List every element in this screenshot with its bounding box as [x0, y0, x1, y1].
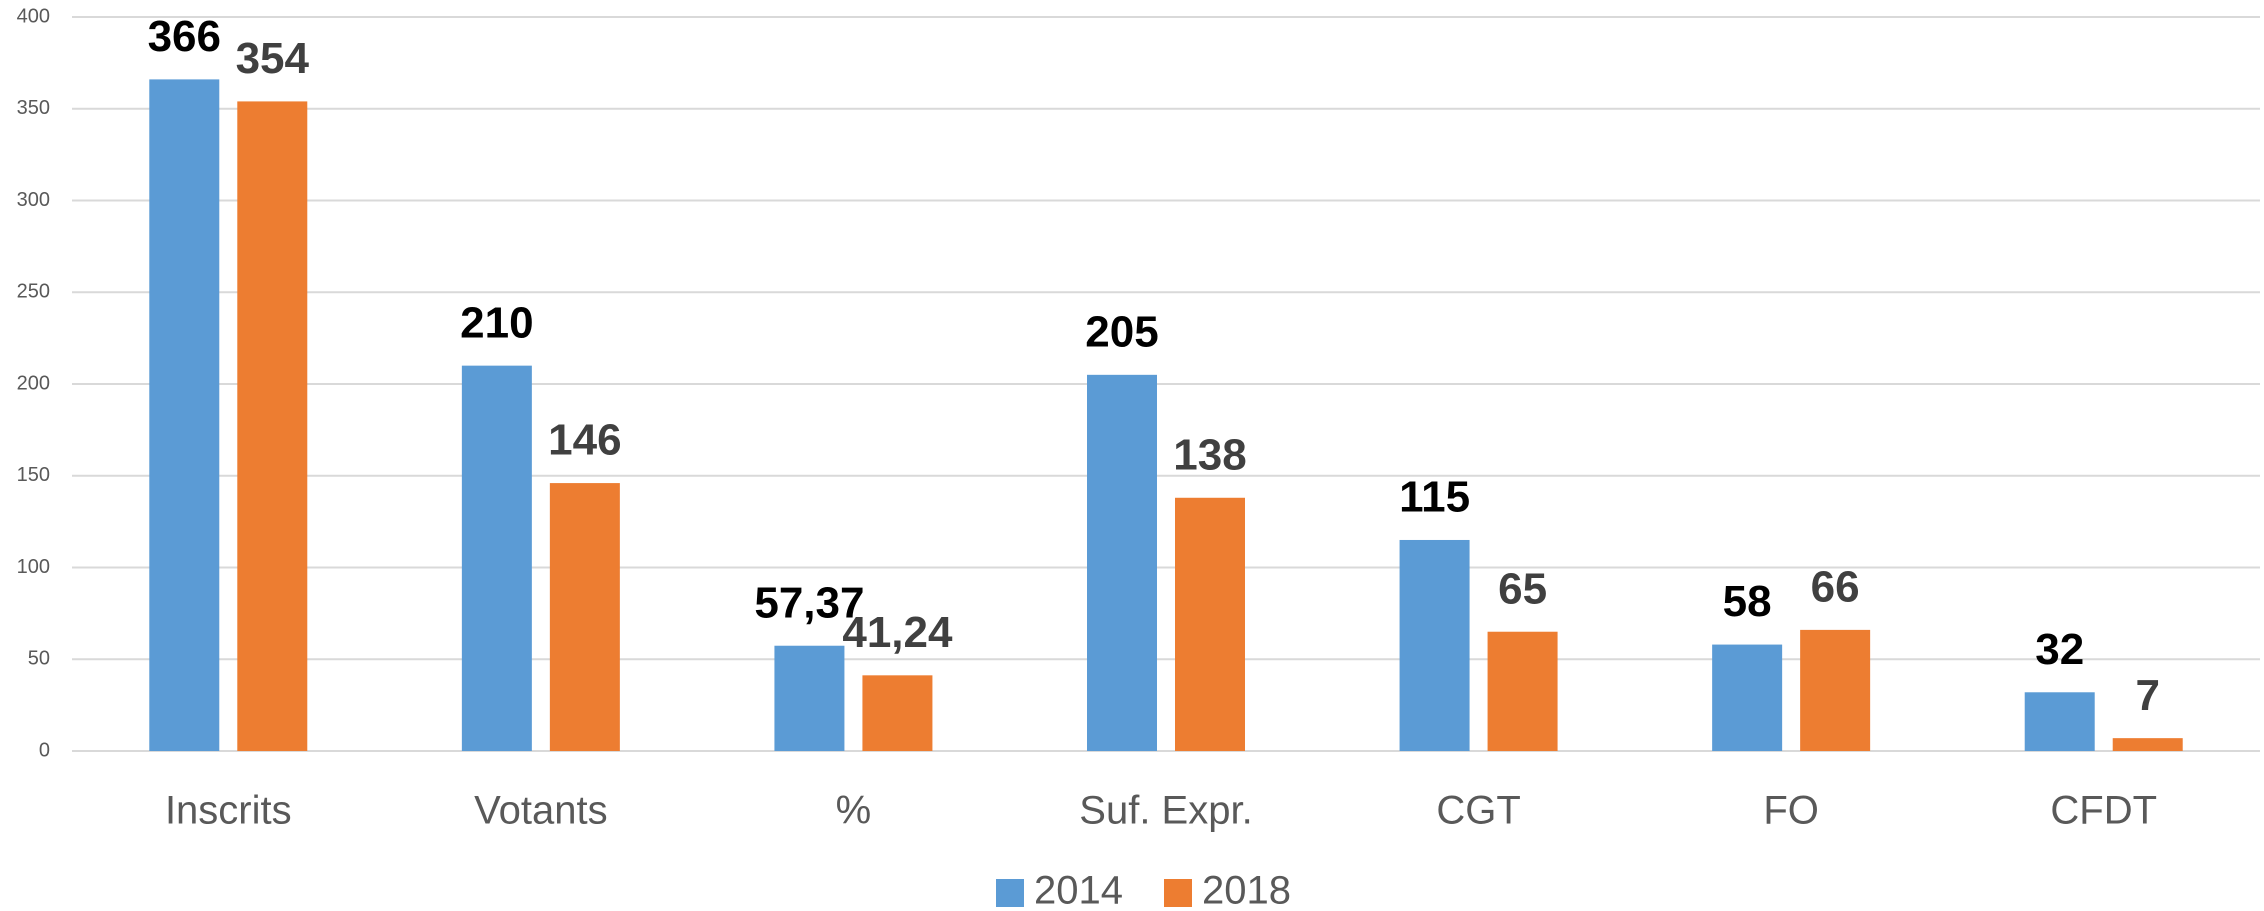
bar — [1800, 629, 1871, 751]
y-tick-label: 250 — [17, 281, 50, 303]
bar — [1712, 644, 1783, 751]
y-tick-label: 0 — [39, 739, 50, 761]
x-tick-label: Votants — [474, 789, 607, 833]
x-tick-label: FO — [1763, 789, 1819, 833]
bar — [149, 79, 220, 751]
value-label: 115 — [1399, 473, 1470, 522]
legend-label: 2014 — [1034, 869, 1123, 911]
y-tick-label: 50 — [28, 648, 50, 670]
y-tick-label: 350 — [17, 97, 50, 119]
y-tick-label: 150 — [17, 464, 50, 486]
value-label: 41,24 — [842, 608, 953, 657]
value-label: 210 — [460, 298, 533, 347]
y-tick-label: 100 — [17, 556, 50, 578]
bar — [237, 101, 308, 751]
bar — [461, 365, 532, 751]
y-tick-label: 200 — [17, 372, 50, 394]
bar — [1087, 374, 1157, 751]
value-label: 66 — [1811, 563, 1860, 612]
bar — [2024, 692, 2095, 751]
bar — [2112, 738, 2183, 751]
x-tick-label: % — [836, 789, 872, 833]
value-label: 205 — [1085, 307, 1158, 356]
value-label: 354 — [236, 34, 310, 83]
bar — [1487, 631, 1558, 751]
x-tick-label: Suf. Expr. — [1079, 789, 1252, 833]
value-label: 146 — [548, 416, 621, 465]
legend-swatch — [1164, 879, 1192, 907]
value-label: 7 — [2135, 671, 2159, 720]
legend-swatch — [996, 879, 1024, 907]
y-tick-label: 300 — [17, 189, 50, 211]
x-tick-label: CFDT — [2050, 789, 2157, 833]
value-label: 138 — [1173, 430, 1246, 479]
y-tick-label: 400 — [17, 5, 50, 27]
x-tick-label: CGT — [1436, 789, 1520, 833]
value-label: 58 — [1723, 577, 1772, 626]
value-label: 32 — [2035, 625, 2084, 674]
value-label: 366 — [148, 12, 221, 61]
value-label: 57,37 — [754, 578, 864, 627]
value-label: 65 — [1498, 564, 1547, 613]
legend-label: 2018 — [1202, 869, 1291, 911]
x-tick-label: Inscrits — [165, 789, 292, 833]
bar — [862, 675, 933, 751]
bar — [774, 645, 845, 751]
bar — [1175, 497, 1245, 751]
bar — [1399, 539, 1470, 751]
bar — [549, 483, 620, 751]
